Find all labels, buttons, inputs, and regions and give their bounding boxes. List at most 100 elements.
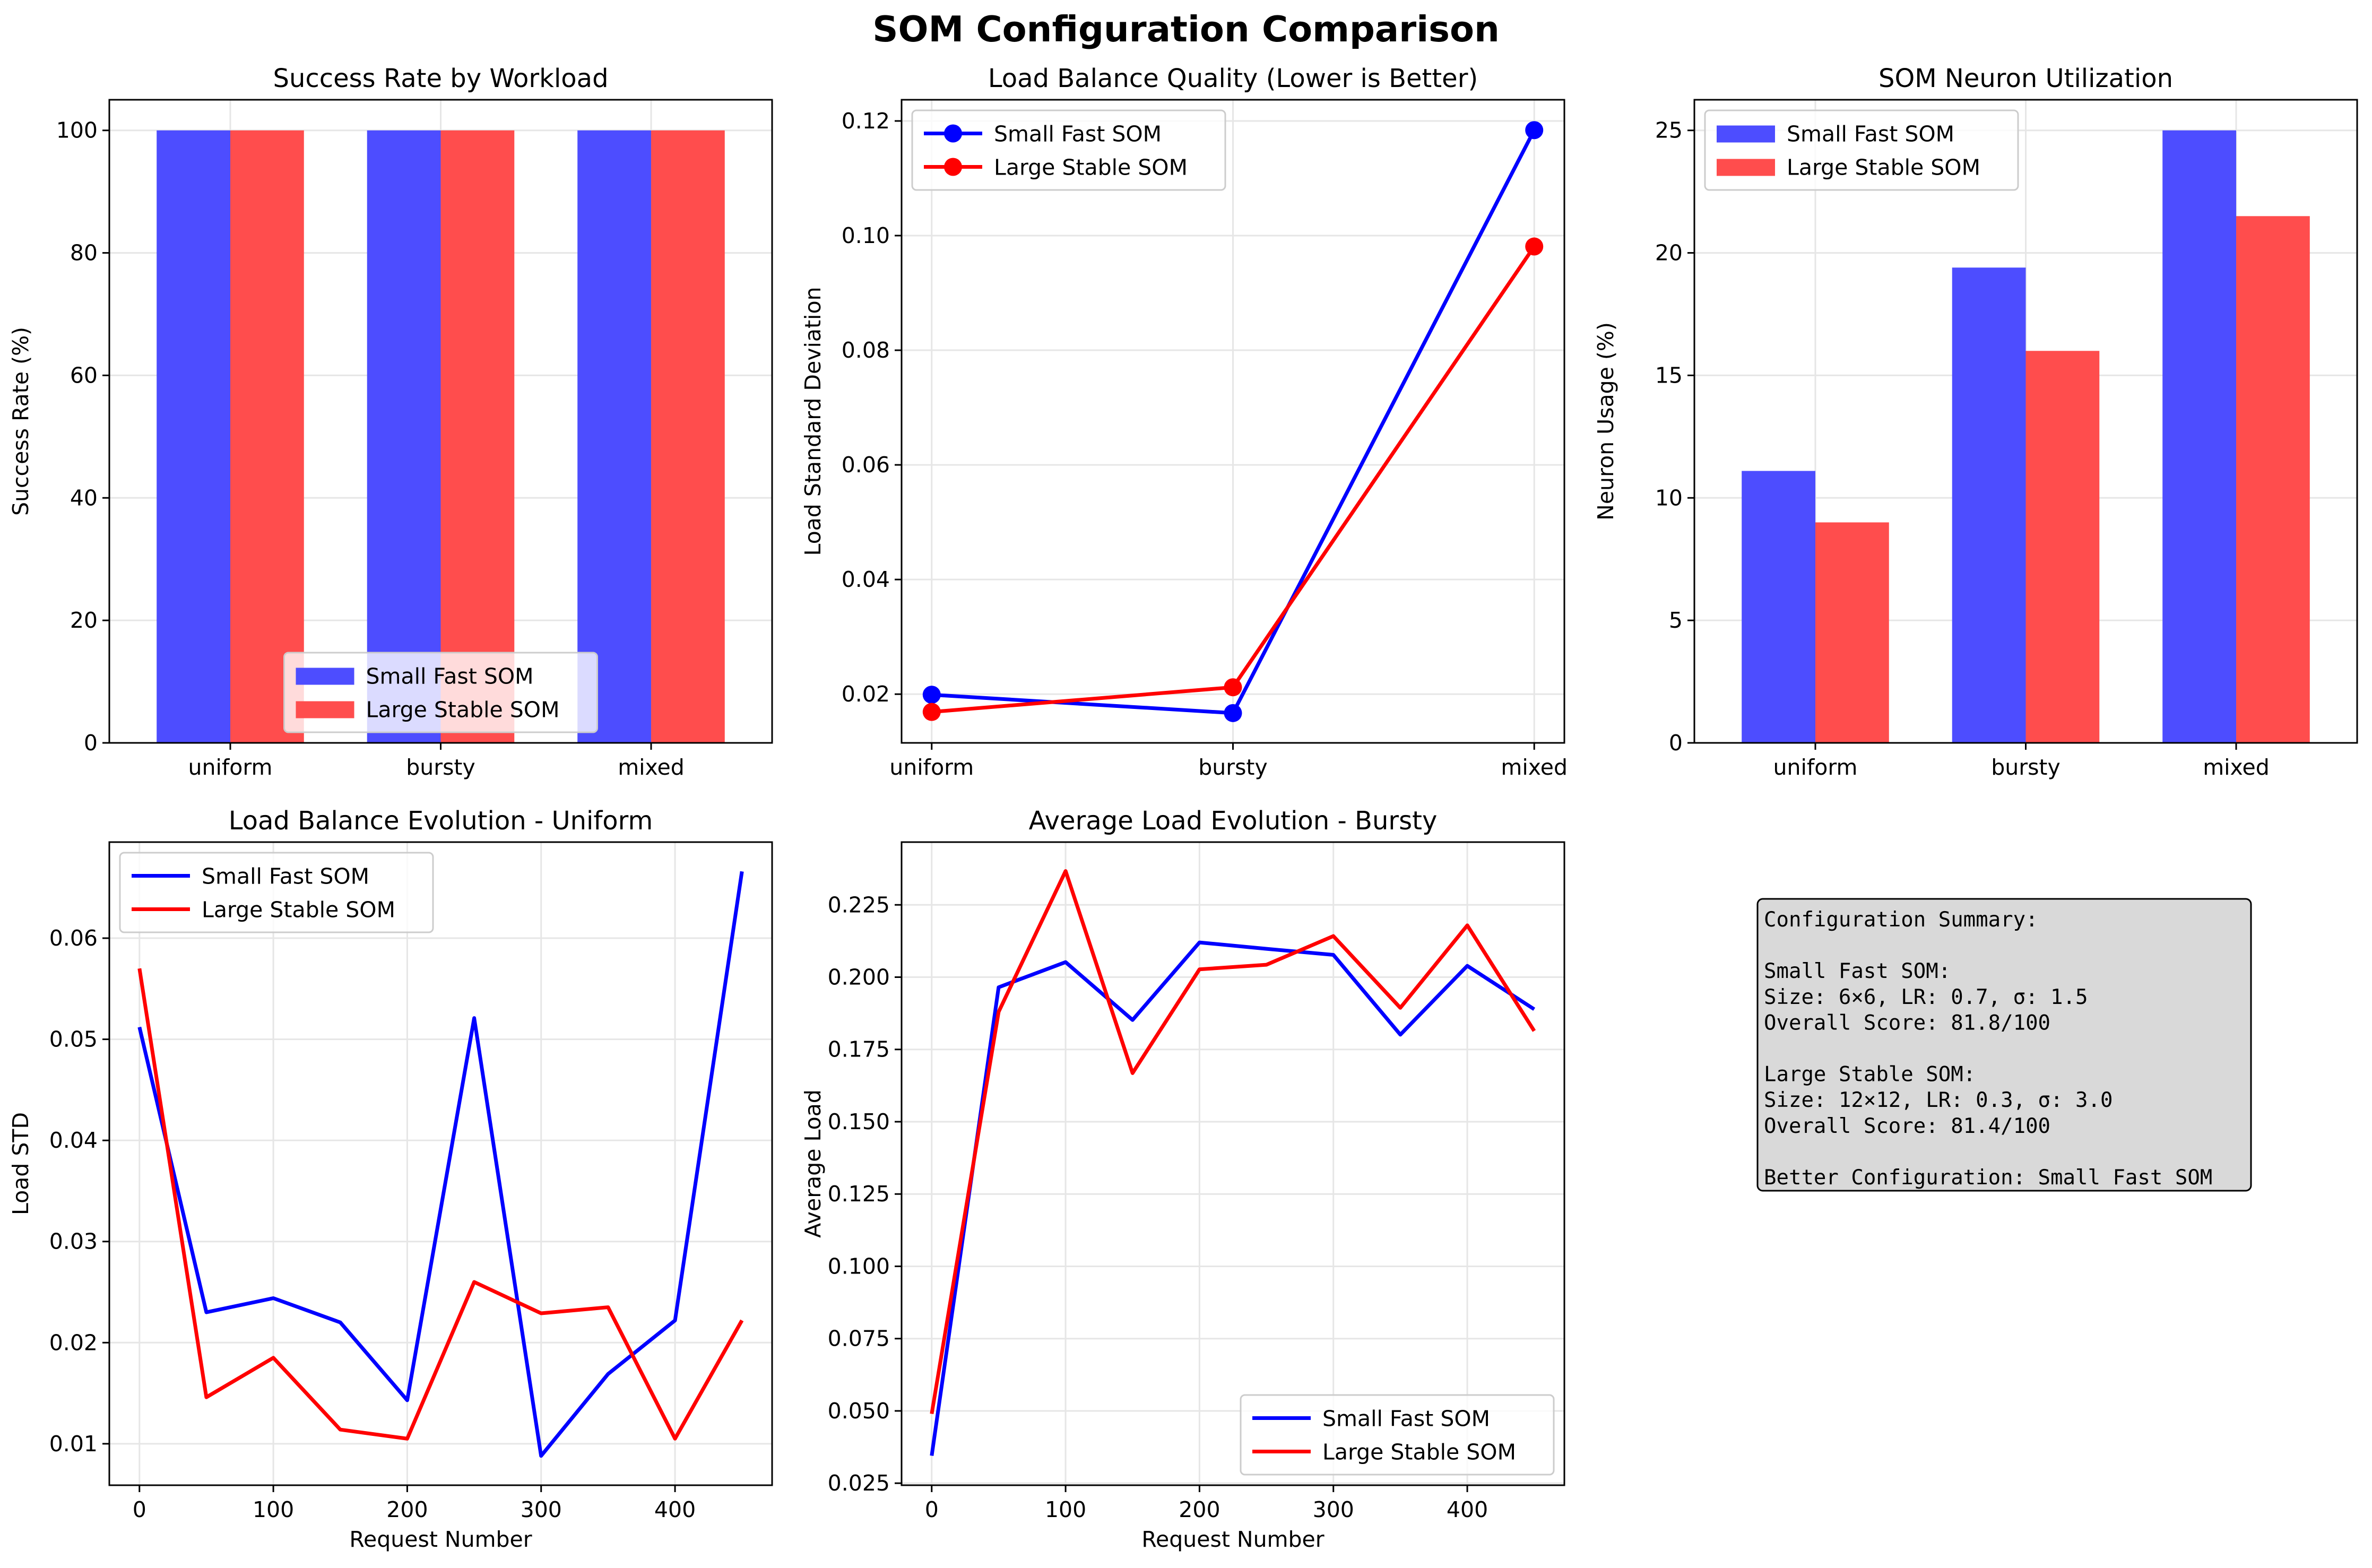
bar-small-mixed xyxy=(2162,130,2237,743)
bar-small-uniform xyxy=(1742,471,1815,743)
x-tick-label: 200 xyxy=(1179,1497,1220,1522)
chart-title: Success Rate by Workload xyxy=(273,64,608,93)
y-tick-label: 0.150 xyxy=(828,1109,890,1134)
legend-swatch xyxy=(1717,125,1775,143)
series-line-large xyxy=(137,968,744,1441)
series-line-small xyxy=(930,940,1536,1456)
chart-neuron: 0 5 10 15 20 25 uniform bursty mixed SOM Neuron U… xyxy=(1593,64,2358,780)
x-axis-label: Request Number xyxy=(1141,1527,1324,1552)
x-axis-label: Request Number xyxy=(349,1527,532,1552)
legend-box xyxy=(911,109,1226,191)
legend-swatch xyxy=(296,701,354,718)
y-tick-label: 0.100 xyxy=(828,1253,890,1279)
x-tick-label: 100 xyxy=(253,1497,294,1522)
legend-label: Small Fast SOM xyxy=(1322,1406,1490,1432)
summary-line: Overall Score: 81.8/100 xyxy=(1764,1011,2050,1035)
y-tick-label: 0.06 xyxy=(842,452,890,478)
legend-swatch xyxy=(1717,159,1775,176)
summary-line: Better Configuration: Small Fast SOM xyxy=(1764,1166,2212,1190)
legend-label: Large Stable SOM xyxy=(1787,155,1980,180)
y-tick-label: 15 xyxy=(1655,362,1683,388)
chart-title: SOM Neuron Utilization xyxy=(1878,64,2173,93)
summary-line: Size: 6×6, LR: 0.7, σ: 1.5 xyxy=(1764,985,2088,1009)
y-axis-label: Success Rate (%) xyxy=(8,327,33,516)
y-axis-label: Load STD xyxy=(8,1112,33,1215)
legend-label: Small Fast SOM xyxy=(994,122,1162,147)
config-summary: Configuration Summary: Small Fast SOM: Si… xyxy=(1756,898,2252,1192)
y-tick-label: 20 xyxy=(1655,240,1683,266)
data-point-small xyxy=(922,686,941,704)
y-tick-label: 10 xyxy=(1655,485,1683,510)
y-tick-label: 100 xyxy=(56,118,98,143)
chart-title: Average Load Evolution - Bursty xyxy=(1029,806,1438,836)
data-point-large xyxy=(1224,678,1242,697)
summary-line: Size: 12×12, LR: 0.3, σ: 3.0 xyxy=(1764,1088,2113,1112)
x-tick-label: uniform xyxy=(188,755,273,780)
legend-label: Large Stable SOM xyxy=(202,897,395,923)
legend-box xyxy=(1704,109,2019,191)
y-tick-label: 0.075 xyxy=(828,1326,890,1352)
y-axis-label: Average Load xyxy=(800,1089,826,1238)
chart-title: Load Balance Evolution - Uniform xyxy=(229,806,653,836)
x-tick-label: 0 xyxy=(133,1497,146,1522)
y-axis-label: Load Standard Deviation xyxy=(800,287,826,556)
x-tick-label: mixed xyxy=(2203,755,2270,780)
x-tick-label: 200 xyxy=(386,1497,428,1522)
y-tick-label: 0.08 xyxy=(842,337,890,363)
x-tick-label: 300 xyxy=(1313,1497,1354,1522)
x-tick-label: bursty xyxy=(1198,755,1268,780)
y-axis-label: Neuron Usage (%) xyxy=(1593,322,1618,521)
bar-large-bursty xyxy=(440,130,515,743)
y-tick-label: 0.175 xyxy=(828,1037,890,1062)
y-tick-label: 0.125 xyxy=(828,1181,890,1207)
y-tick-label: 60 xyxy=(70,362,98,388)
bar-large-uniform xyxy=(230,130,304,743)
y-tick-label: 0.12 xyxy=(842,108,890,134)
x-tick-label: 400 xyxy=(1447,1497,1488,1522)
chart-title: Load Balance Quality (Lower is Better) xyxy=(988,64,1478,93)
bar-large-uniform xyxy=(1815,522,1889,743)
summary-line: Overall Score: 81.4/100 xyxy=(1764,1114,2050,1138)
y-tick-label: 0.02 xyxy=(842,681,890,707)
legend-box xyxy=(1240,1394,1555,1476)
y-tick-label: 0.04 xyxy=(49,1128,98,1153)
y-tick-label: 0.050 xyxy=(828,1398,890,1424)
legend-label: Large Stable SOM xyxy=(994,155,1188,180)
legend-box xyxy=(119,852,434,933)
y-tick-label: 0.10 xyxy=(842,223,890,248)
legend-label: Large Stable SOM xyxy=(1322,1440,1516,1465)
bar-small-bursty xyxy=(367,130,441,743)
bar-small-mixed xyxy=(577,130,652,743)
figure-title: SOM Configuration Comparison xyxy=(872,8,1500,50)
x-tick-label: mixed xyxy=(1501,755,1568,780)
legend-swatch xyxy=(296,668,354,685)
series-line-small xyxy=(137,871,744,1458)
legend-label: Large Stable SOM xyxy=(366,697,560,723)
y-tick-label: 20 xyxy=(70,608,98,633)
legend-marker xyxy=(944,158,962,176)
x-tick-label: 300 xyxy=(521,1497,562,1522)
bar-large-bursty xyxy=(2025,351,2100,743)
x-tick-label: 0 xyxy=(925,1497,939,1522)
summary-line: Small Fast SOM: xyxy=(1764,959,1951,983)
y-tick-label: 0.05 xyxy=(49,1027,98,1052)
x-tick-label: bursty xyxy=(1991,755,2061,780)
axes-frame xyxy=(108,841,773,1486)
x-tick-label: bursty xyxy=(406,755,475,780)
y-tick-label: 40 xyxy=(70,485,98,510)
bar-large-mixed xyxy=(651,130,725,743)
y-tick-label: 0.225 xyxy=(828,892,890,917)
y-tick-label: 80 xyxy=(70,240,98,266)
bar-large-mixed xyxy=(2236,216,2310,743)
legend-label: Small Fast SOM xyxy=(202,864,369,889)
chart-evo_bursty: 0.025 0.050 0.075 0.100 0.125 0.150 0.175 0.200… xyxy=(800,806,1565,1552)
bar-small-uniform xyxy=(157,130,230,743)
legend-marker xyxy=(944,124,962,143)
x-tick-label: 100 xyxy=(1045,1497,1086,1522)
chart-success: 0 20 40 60 80 100 uniform bursty mixed Success Ra… xyxy=(8,64,773,780)
legend-box xyxy=(283,652,598,733)
summary-line: Configuration Summary: xyxy=(1764,908,2038,932)
series-line-large xyxy=(930,869,1536,1414)
y-tick-label: 0.04 xyxy=(842,567,890,592)
